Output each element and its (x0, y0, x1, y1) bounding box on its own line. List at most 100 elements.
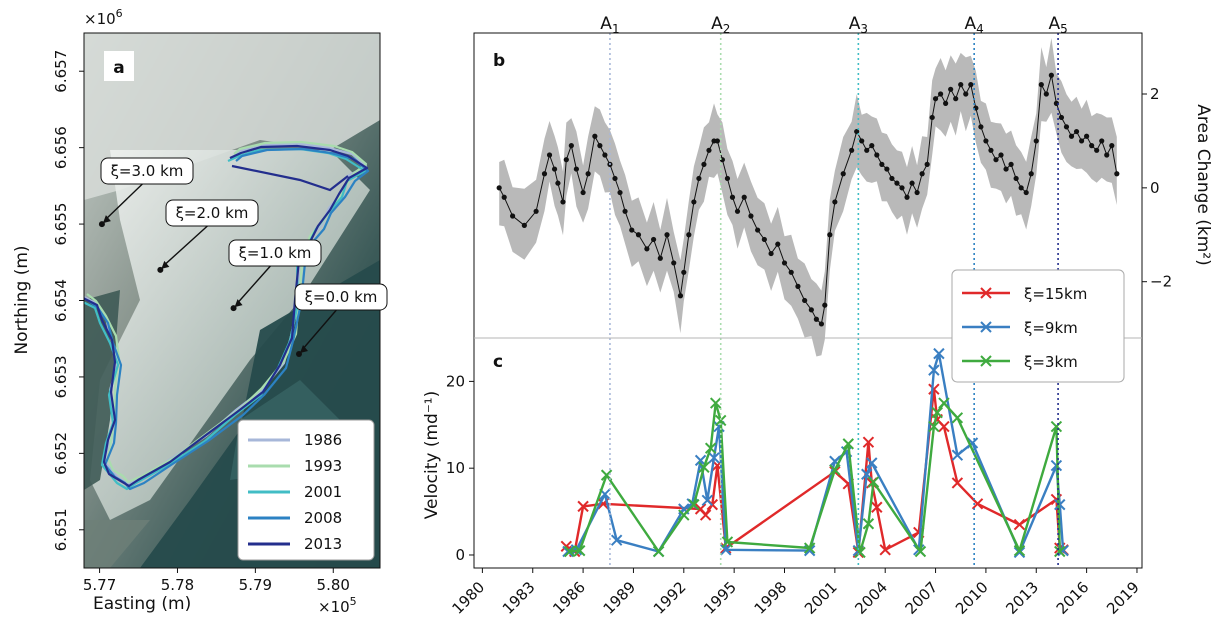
velocity-marker (971, 498, 984, 510)
area-change-point (768, 250, 774, 257)
velocity-marker (879, 544, 891, 556)
annotation-label: ξ=2.0 km (176, 204, 249, 222)
area-change-point (924, 161, 930, 167)
velocity-marker (862, 518, 875, 530)
velocity-marker (966, 437, 979, 449)
velocity-marker (951, 477, 964, 489)
terminus-outline (84, 144, 369, 488)
x-tick-label: 2007 (902, 578, 942, 618)
area-change-point (919, 171, 925, 177)
velocity-marker (678, 509, 690, 521)
area-change-point (563, 157, 569, 163)
area-change-point (988, 147, 994, 153)
annotation-label: ξ=3.0 km (111, 162, 184, 180)
terminus-outline (84, 147, 367, 491)
area-change-point (788, 269, 794, 275)
area-change-point (968, 82, 974, 88)
area-change-point (533, 208, 539, 214)
annotation-arrow (301, 309, 337, 351)
velocity-marker (842, 438, 854, 450)
legend-label: 2013 (304, 535, 342, 553)
y-tick-label: 2 (1150, 85, 1160, 103)
area-change-point (650, 236, 657, 243)
panel-a-map: a ξ=3.0 km ξ=2.0 km ξ=1.0 km ξ=0.0 km 5.77 5… (12, 7, 388, 616)
area-change-point (859, 138, 865, 144)
area-change-point (932, 96, 939, 102)
area-change-point (546, 152, 553, 158)
area-change-point (714, 138, 720, 144)
velocity-marker (854, 546, 866, 559)
velocity-marker (928, 383, 940, 395)
area-change-point (1073, 128, 1080, 135)
terminus-outline (231, 164, 349, 192)
x-tick-label: 5.77 (83, 576, 116, 594)
panel-c-ylabel: Velocity (md⁻¹) (422, 391, 442, 520)
area-change-point (929, 114, 935, 121)
area-change-point (1003, 166, 1009, 172)
area-change-point (761, 236, 767, 243)
panel-a-y-multiplier: ×106 (84, 7, 123, 28)
area-change-point (1104, 152, 1110, 158)
velocity-marker (704, 442, 717, 454)
velocity-marker (699, 509, 712, 521)
annotation-point (157, 266, 164, 273)
legend-box (237, 419, 375, 561)
area-change-point (724, 175, 731, 182)
area-change-point (729, 194, 736, 200)
legend-label: 1993 (304, 457, 342, 475)
area-change-point (813, 316, 819, 322)
area-change-point (696, 175, 702, 182)
panel-a-ylabel: Northing (m) (12, 245, 32, 354)
area-change-point (691, 199, 697, 205)
velocity-marker (1013, 546, 1026, 559)
velocity-line (565, 388, 1064, 554)
legend-label: 2001 (304, 483, 342, 501)
legend-marker (980, 287, 992, 299)
panel-c-velocity (560, 347, 1069, 559)
area-change-point (686, 232, 692, 238)
area-change-point (832, 199, 838, 205)
area-change-point (560, 199, 566, 205)
panel-bc-frame (473, 32, 1143, 569)
x-tick-label: 1989 (600, 578, 640, 618)
velocity-series (563, 397, 1066, 559)
area-change-point (1013, 175, 1019, 182)
x-tick-label: 2013 (1002, 578, 1042, 618)
x-tick-label: 1992 (650, 578, 690, 618)
area-change-point (1028, 171, 1034, 177)
area-change-point (551, 166, 558, 172)
area-change-point (894, 180, 900, 186)
y-tick-label: 10 (446, 459, 465, 477)
velocity-marker (951, 412, 964, 424)
velocity-marker (1013, 518, 1026, 531)
x-tick-label: 5.79 (239, 576, 272, 594)
x-tick-label: 1995 (700, 578, 740, 618)
annotation-box (100, 157, 194, 185)
annotation-label: ξ=1.0 km (239, 244, 312, 262)
velocity-marker (610, 534, 623, 546)
area-change-point (943, 100, 949, 106)
panel-b-label: b (493, 51, 505, 71)
velocity-marker (574, 544, 586, 557)
area-change-point (1078, 138, 1085, 144)
area-change-point (914, 189, 920, 196)
area-change-point (635, 232, 642, 238)
area-change-point (909, 180, 915, 186)
legend-label: 2008 (304, 509, 342, 527)
velocity-marker (933, 347, 945, 360)
x-tick-label: 5.78 (161, 576, 194, 594)
velocity-marker (931, 406, 943, 419)
annotation-label: ξ=0.0 km (305, 288, 378, 306)
velocity-marker (928, 364, 940, 376)
x-tick-label: 1983 (499, 578, 539, 618)
panel-a-label: a (113, 58, 124, 78)
annotation-point (295, 351, 302, 357)
velocity-marker (1054, 545, 1066, 558)
velocity-marker (914, 545, 927, 558)
velocity-marker (938, 397, 950, 409)
area-change-point (510, 213, 516, 219)
annotation-box (165, 199, 259, 227)
area-change-point (701, 161, 707, 167)
area-change-point (889, 175, 895, 182)
